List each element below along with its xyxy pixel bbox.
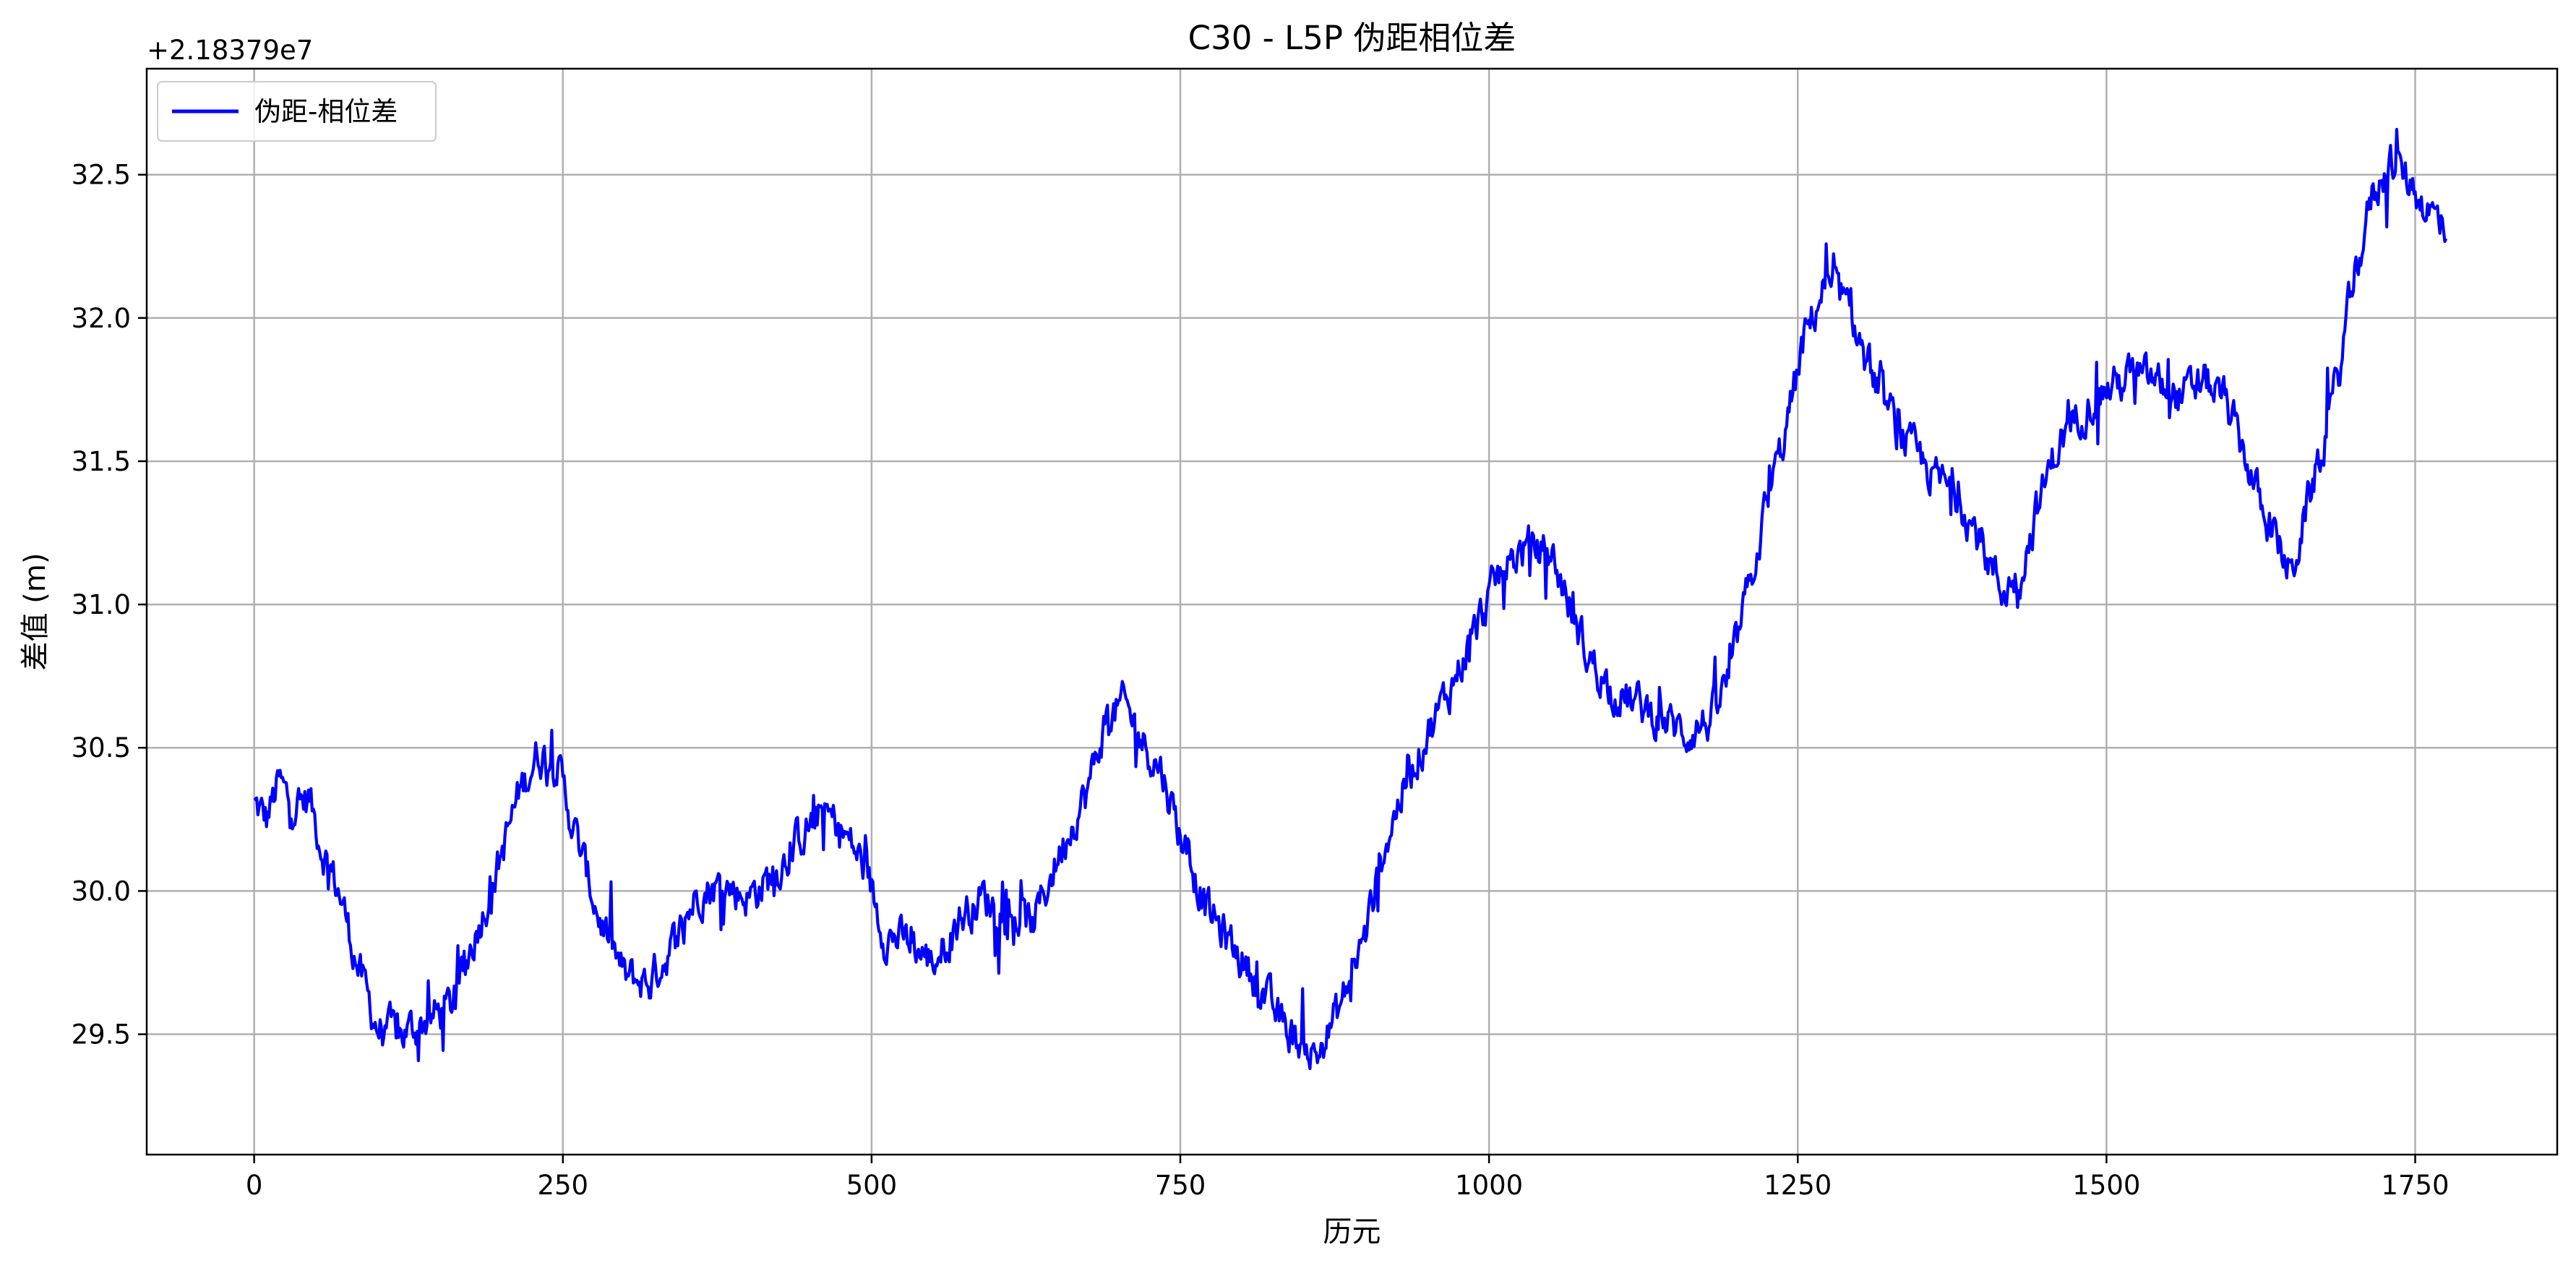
plot-area <box>253 127 2448 1071</box>
x-tick-label: 1000 <box>1455 1170 1523 1201</box>
legend-box <box>157 81 437 142</box>
grid-lines <box>147 69 2557 1155</box>
y-tick-label: 30.5 <box>72 732 131 763</box>
legend: 伪距-相位差 <box>157 81 437 142</box>
y-tick-label: 29.5 <box>72 1019 131 1050</box>
x-axis: 0 250 500 750 1000 1250 1500 1750 <box>246 1155 2450 1201</box>
x-tick-label: 250 <box>537 1170 588 1201</box>
y-tick-label: 31.5 <box>72 446 131 477</box>
chart-title: C30 - L5P 伪距相位差 <box>1188 19 1516 57</box>
x-tick-label: 500 <box>846 1170 898 1201</box>
y-axis-offset-label: +2.18379e7 <box>147 35 313 66</box>
y-axis: 29.5 30.0 30.5 31.0 31.5 32.0 32.5 <box>72 160 147 1050</box>
x-tick-label: 1500 <box>2072 1170 2140 1201</box>
x-tick-label: 750 <box>1155 1170 1206 1201</box>
y-tick-label: 31.0 <box>72 589 131 620</box>
y-tick-label: 30.0 <box>72 876 131 907</box>
plot-frame <box>145 67 2559 1156</box>
x-tick-label: 1750 <box>2381 1170 2449 1201</box>
y-tick-label: 32.0 <box>72 303 131 334</box>
y-tick-label: 32.5 <box>72 160 131 191</box>
series-line <box>253 127 2448 1071</box>
x-tick-label: 0 <box>246 1170 263 1201</box>
legend-label: 伪距-相位差 <box>254 96 398 127</box>
y-axis-label: 差值 (m) <box>19 553 52 671</box>
x-tick-label: 1250 <box>1764 1170 1832 1201</box>
x-axis-label: 历元 <box>1323 1215 1381 1249</box>
